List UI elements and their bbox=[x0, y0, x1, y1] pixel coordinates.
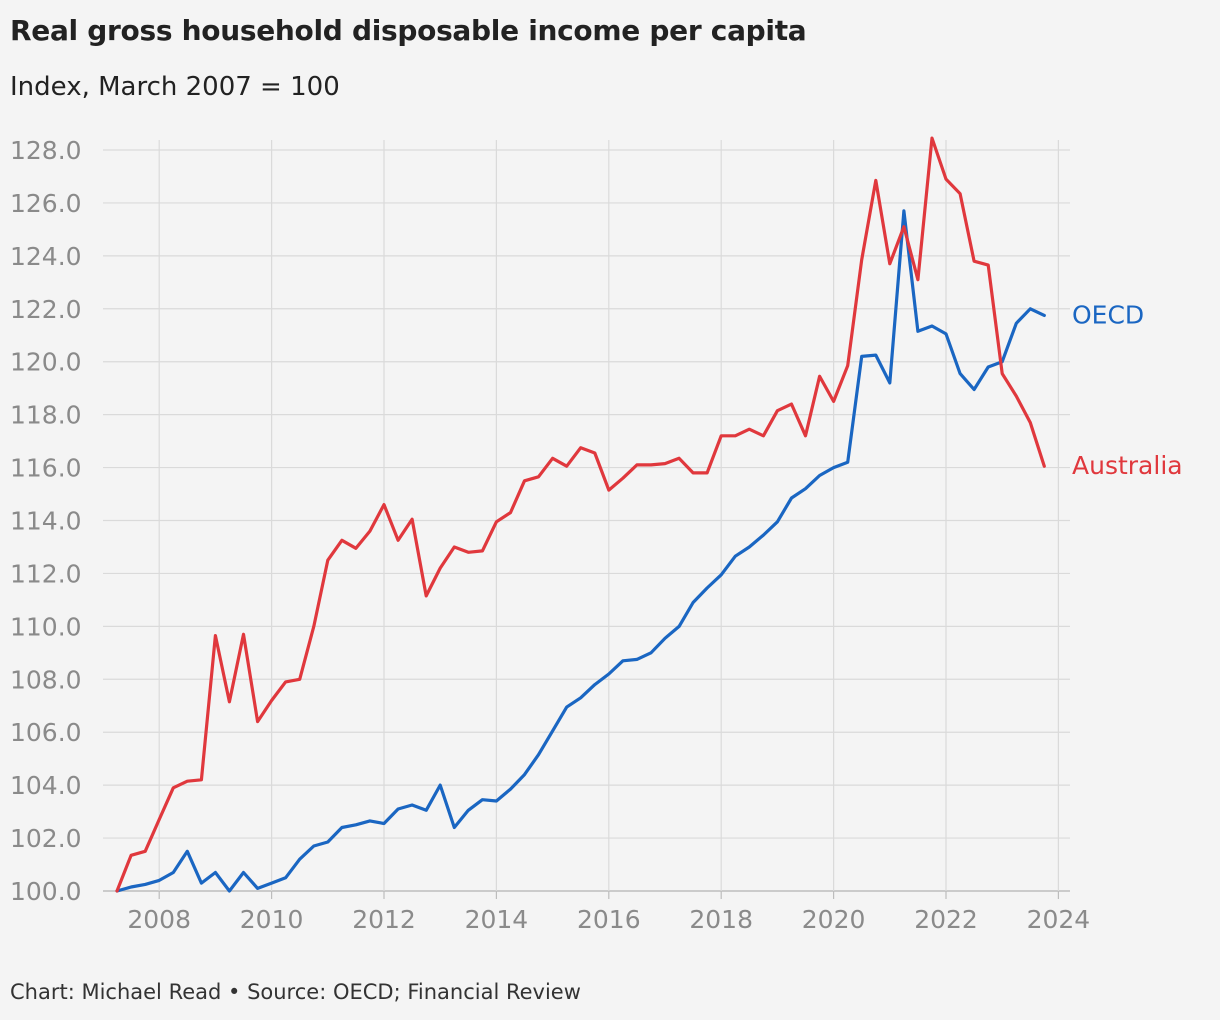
x-tick-label: 2018 bbox=[689, 905, 753, 934]
y-tick-label: 120.0 bbox=[10, 348, 82, 377]
y-tick-label: 106.0 bbox=[10, 718, 82, 747]
y-tick-label: 124.0 bbox=[10, 242, 82, 271]
y-tick-label: 110.0 bbox=[10, 612, 82, 641]
grid bbox=[103, 140, 1070, 899]
x-tick-label: 2020 bbox=[802, 905, 866, 934]
y-tick-label: 118.0 bbox=[10, 401, 82, 430]
y-tick-label: 114.0 bbox=[10, 507, 82, 536]
y-tick-label: 116.0 bbox=[10, 454, 82, 483]
x-tick-label: 2016 bbox=[577, 905, 641, 934]
y-tick-label: 126.0 bbox=[10, 189, 82, 218]
series-line-oecd bbox=[115, 209, 1046, 893]
y-tick-label: 104.0 bbox=[10, 771, 82, 800]
x-tick-label: 2022 bbox=[914, 905, 978, 934]
y-tick-label: 128.0 bbox=[10, 136, 82, 165]
x-tick-label: 2008 bbox=[127, 905, 191, 934]
y-tick-label: 122.0 bbox=[10, 295, 82, 324]
chart-source: Chart: Michael Read • Source: OECD; Fina… bbox=[10, 980, 581, 1004]
chart-subtitle: Index, March 2007 = 100 bbox=[10, 72, 340, 102]
x-tick-label: 2024 bbox=[1027, 905, 1091, 934]
y-tick-label: 102.0 bbox=[10, 824, 82, 853]
series-label-australia: Australia bbox=[1072, 451, 1183, 480]
y-tick-label: 100.0 bbox=[10, 877, 82, 906]
x-axis: 2008 2010 2012 2014 2016 2018 2020 2022 2024 bbox=[127, 905, 1090, 934]
x-tick-label: 2014 bbox=[465, 905, 529, 934]
series-lines bbox=[115, 136, 1046, 893]
x-tick-label: 2012 bbox=[352, 905, 416, 934]
y-axis: 100.0 102.0 104.0 106.0 108.0 110.0 112.0 114.0… bbox=[10, 136, 82, 906]
series-line-australia bbox=[115, 136, 1046, 893]
series-labels: OECD Australia bbox=[1072, 300, 1183, 480]
chart-title: Real gross household disposable income p… bbox=[10, 14, 807, 47]
y-tick-label: 108.0 bbox=[10, 665, 82, 694]
y-tick-label: 112.0 bbox=[10, 559, 82, 588]
x-tick-label: 2010 bbox=[240, 905, 304, 934]
series-label-oecd: OECD bbox=[1072, 300, 1144, 329]
line-chart: 100.0 102.0 104.0 106.0 108.0 110.0 112.0 114.0… bbox=[10, 136, 1183, 934]
